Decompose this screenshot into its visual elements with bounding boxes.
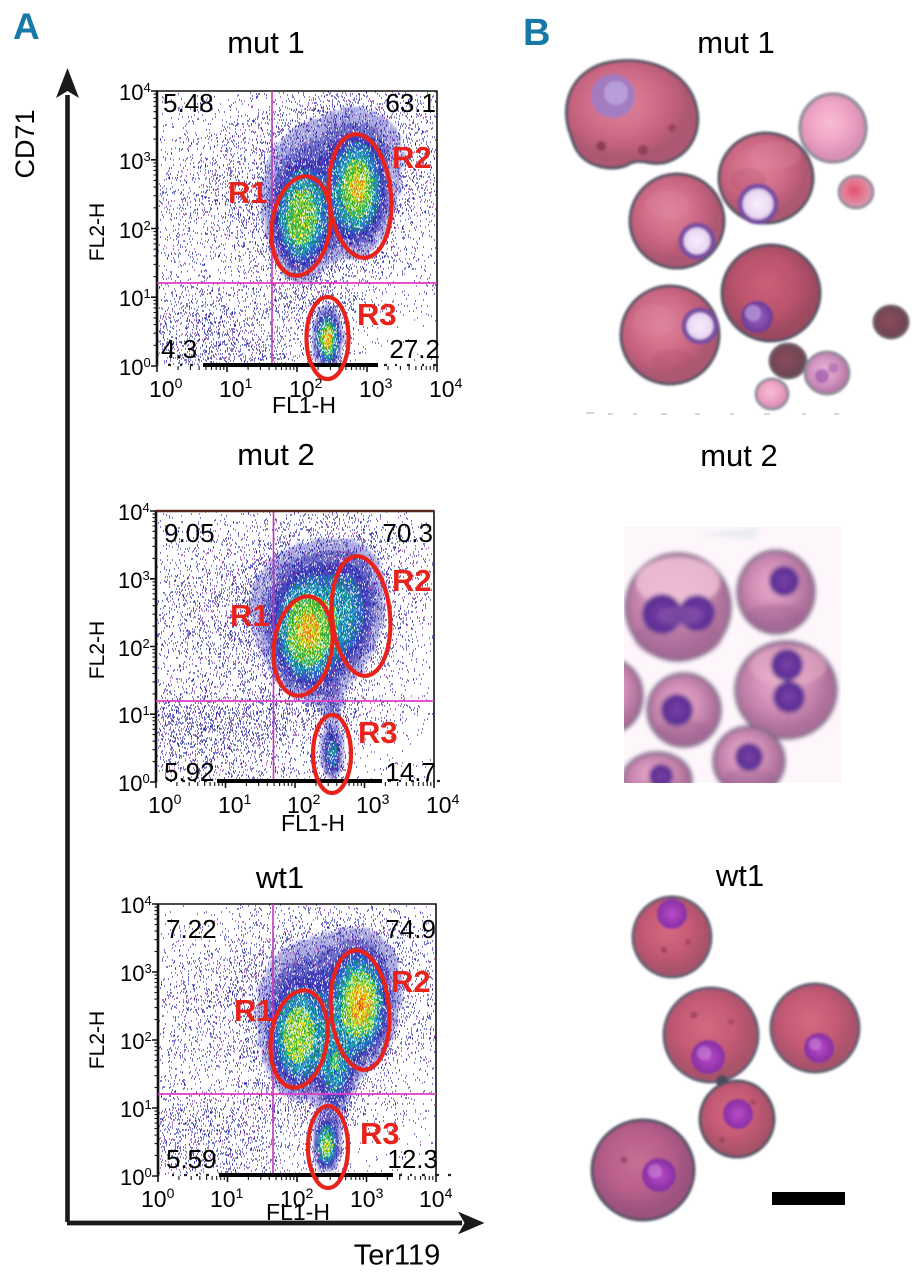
svg-text:5.48: 5.48 bbox=[163, 88, 214, 118]
svg-text:7.22: 7.22 bbox=[166, 914, 217, 944]
svg-text:63.1: 63.1 bbox=[385, 88, 436, 118]
svg-text:R1: R1 bbox=[230, 598, 270, 633]
svg-text:mut 2: mut 2 bbox=[237, 437, 315, 472]
svg-text:FL2-H: FL2-H bbox=[86, 1011, 109, 1069]
svg-text:4.3: 4.3 bbox=[161, 334, 197, 364]
svg-text:FL1-H: FL1-H bbox=[281, 810, 345, 836]
svg-text:12.3: 12.3 bbox=[387, 1144, 438, 1174]
svg-text:R1: R1 bbox=[234, 993, 274, 1028]
svg-text:102: 102 bbox=[289, 375, 323, 402]
svg-text:A: A bbox=[13, 6, 40, 47]
svg-text:R2: R2 bbox=[392, 140, 432, 175]
svg-text:14.7: 14.7 bbox=[385, 757, 436, 787]
svg-text:R2: R2 bbox=[391, 964, 431, 999]
svg-text:5.92: 5.92 bbox=[164, 757, 215, 787]
svg-text:100: 100 bbox=[141, 1185, 175, 1212]
svg-text:Ter119: Ter119 bbox=[354, 1240, 441, 1272]
svg-text:R3: R3 bbox=[358, 715, 398, 750]
svg-text:wt1: wt1 bbox=[255, 860, 304, 895]
svg-text:mut 1: mut 1 bbox=[697, 25, 775, 60]
svg-text:wt1: wt1 bbox=[715, 858, 764, 893]
svg-text:FL2-H: FL2-H bbox=[86, 621, 109, 679]
svg-text:5.59: 5.59 bbox=[166, 1144, 217, 1174]
svg-text:R3: R3 bbox=[357, 297, 397, 332]
svg-text:74.9: 74.9 bbox=[385, 914, 436, 944]
svg-text:27.2: 27.2 bbox=[389, 334, 440, 364]
svg-text:70.3: 70.3 bbox=[382, 518, 433, 548]
svg-text:FL2-H: FL2-H bbox=[86, 203, 109, 261]
svg-text:9.05: 9.05 bbox=[164, 518, 215, 548]
svg-text:103: 103 bbox=[118, 568, 150, 593]
svg-text:FL1-H: FL1-H bbox=[272, 392, 336, 418]
svg-text:CD71: CD71 bbox=[10, 109, 40, 178]
svg-text:mut 1: mut 1 bbox=[227, 25, 305, 60]
svg-text:B: B bbox=[523, 12, 550, 54]
svg-text:R2: R2 bbox=[392, 563, 432, 598]
svg-text:mut 2: mut 2 bbox=[700, 438, 778, 473]
svg-text:R1: R1 bbox=[228, 175, 268, 210]
svg-text:R3: R3 bbox=[360, 1116, 400, 1151]
